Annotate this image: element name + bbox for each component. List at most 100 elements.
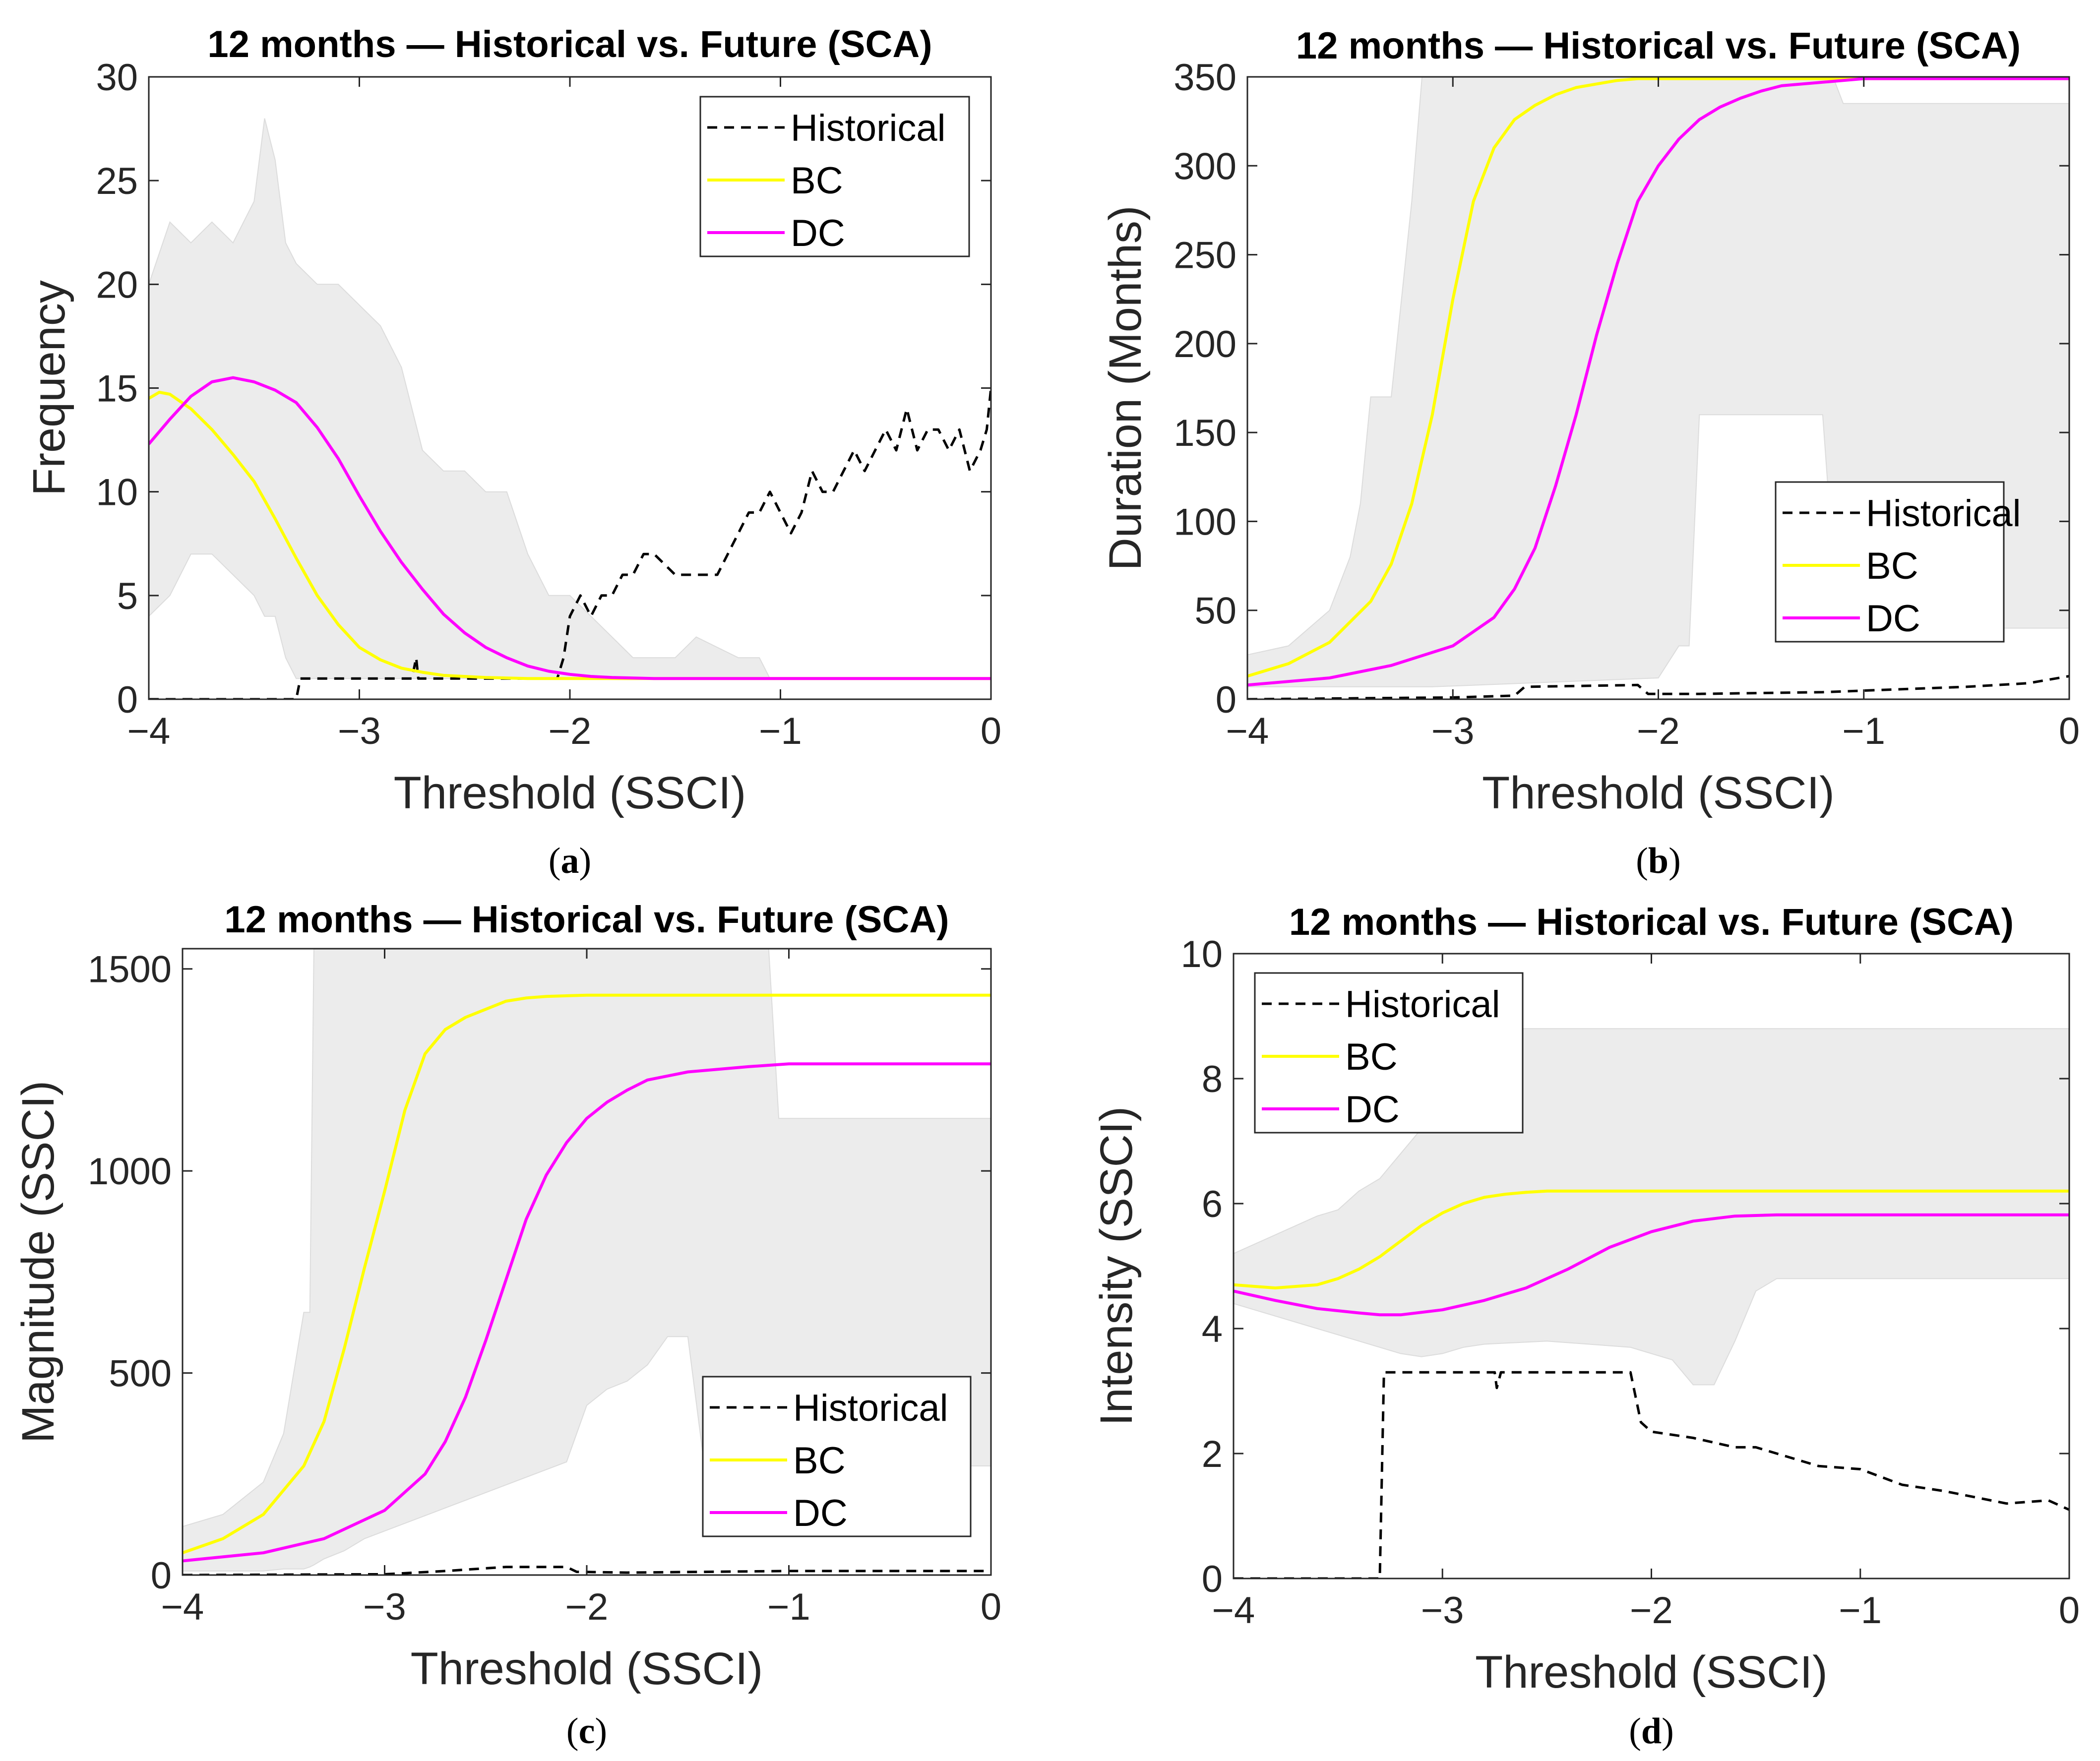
y-axis-label: Duration (Months) xyxy=(1100,205,1151,570)
panel-caption: (c) xyxy=(566,1711,607,1752)
y-tick-label: 10 xyxy=(1180,933,1223,975)
caption-letter: a xyxy=(561,841,579,881)
y-tick-label: 300 xyxy=(1174,145,1236,187)
panel-caption: (b) xyxy=(1636,841,1680,881)
y-tick-label: 100 xyxy=(1174,501,1236,543)
x-tick-label: −4 xyxy=(1212,1589,1255,1632)
legend: Historical BC DC xyxy=(699,96,970,257)
panel-d: −4 −3 −2 −1 0 0 2 4 6 8 10 12 months — Historical v… xyxy=(1091,901,2080,1752)
y-tick-label: 0 xyxy=(151,1555,172,1597)
caption-letter: d xyxy=(1641,1711,1662,1752)
x-tick-label: −1 xyxy=(1839,1589,1882,1632)
x-tick-label: −4 xyxy=(127,710,171,752)
legend: Historical BC DC xyxy=(702,1376,972,1537)
chart-title: 12 months — Historical vs. Future (SCA) xyxy=(207,23,932,65)
x-tick-label: −1 xyxy=(1842,710,1885,752)
series-line-bc xyxy=(1234,1189,2069,1290)
x-axis-label: Threshold (SSCI) xyxy=(1482,768,1835,818)
caption-letter: b xyxy=(1648,841,1668,881)
legend-label-bc: BC xyxy=(791,160,843,202)
x-tick-label: −2 xyxy=(1637,710,1680,752)
x-tick-label: 0 xyxy=(981,1586,1001,1628)
y-tick-label: 1000 xyxy=(88,1151,172,1193)
x-axis-label: Threshold (SSCI) xyxy=(394,768,746,818)
chart-title: 12 months — Historical vs. Future (SCA) xyxy=(1296,25,2021,67)
x-tick-label: −2 xyxy=(549,710,592,752)
legend-label-historical: Historical xyxy=(1866,492,2021,535)
caption-close: ) xyxy=(1668,841,1681,881)
series-line-bc xyxy=(149,390,991,680)
series-line-historical xyxy=(183,1566,991,1575)
x-axis-label: Threshold (SSCI) xyxy=(411,1643,763,1694)
legend: Historical BC DC xyxy=(1254,972,1524,1134)
y-tick-label: 30 xyxy=(96,57,138,99)
y-tick-label: 15 xyxy=(96,368,138,410)
caption-letter: c xyxy=(579,1711,595,1752)
legend-box xyxy=(699,96,970,257)
legend-box xyxy=(1254,972,1524,1134)
caption-open: ( xyxy=(566,1711,579,1752)
legend-label-historical: Historical xyxy=(791,107,946,149)
x-tick-label: −3 xyxy=(1431,710,1475,752)
y-tick-label: 10 xyxy=(96,472,138,514)
y-tick-label: 6 xyxy=(1202,1183,1223,1225)
y-axis-label: Magnitude (SSCI) xyxy=(13,1081,63,1443)
panel-b: −4 −3 −2 −1 0 0 50 100 150 200 250 300 350 12 months … xyxy=(1100,25,2080,881)
y-tick-label: 20 xyxy=(96,264,138,306)
y-tick-label: 50 xyxy=(1194,590,1236,632)
series-line-historical xyxy=(1234,1371,2069,1579)
caption-open: ( xyxy=(1629,1711,1641,1752)
series-line-dc xyxy=(149,376,991,680)
series-line-dc xyxy=(183,1062,991,1563)
x-tick-label: −4 xyxy=(161,1586,204,1628)
legend-label-historical: Historical xyxy=(793,1387,948,1429)
y-tick-label: 0 xyxy=(1216,679,1236,721)
series-line-bc xyxy=(183,993,991,1555)
x-tick-label: −3 xyxy=(363,1586,406,1628)
panel-a: −4 −3 −2 −1 0 0 5 10 15 20 25 30 12 months — Histori… xyxy=(24,23,1001,881)
y-tick-label: 5 xyxy=(117,575,138,617)
legend-label-bc: BC xyxy=(793,1440,846,1482)
caption-open: ( xyxy=(549,841,561,881)
caption-close: ) xyxy=(595,1711,607,1752)
legend-label-dc: DC xyxy=(1345,1089,1400,1131)
legend-label-bc: BC xyxy=(1866,545,1918,587)
y-tick-label: 150 xyxy=(1174,412,1236,454)
legend-label-dc: DC xyxy=(1866,598,1920,640)
x-tick-label: 0 xyxy=(2059,1589,2080,1632)
chart-title: 12 months — Historical vs. Future (SCA) xyxy=(224,899,949,941)
panel-caption: (d) xyxy=(1629,1711,1673,1752)
y-tick-label: 0 xyxy=(1202,1558,1223,1600)
x-tick-label: −2 xyxy=(1630,1589,1673,1632)
y-tick-label: 200 xyxy=(1174,323,1236,365)
legend-box xyxy=(1775,481,2005,643)
y-tick-label: 8 xyxy=(1202,1058,1223,1100)
x-tick-label: 0 xyxy=(2059,710,2080,752)
x-tick-label: 0 xyxy=(981,710,1001,752)
legend: Historical BC DC xyxy=(1775,481,2021,643)
y-tick-label: 250 xyxy=(1174,235,1236,277)
series-line-historical xyxy=(149,388,991,699)
legend-label-dc: DC xyxy=(793,1492,848,1534)
caption-close: ) xyxy=(1662,1711,1674,1752)
y-axis-label: Intensity (SSCI) xyxy=(1091,1106,1142,1426)
legend-label-dc: DC xyxy=(791,212,845,254)
panel-c: −4 −3 −2 −1 0 0 500 1000 1500 12 months — Histori… xyxy=(13,899,1001,1752)
panel-caption: (a) xyxy=(549,841,591,881)
x-axis-label: Threshold (SSCI) xyxy=(1475,1647,1828,1698)
x-tick-label: −4 xyxy=(1226,710,1269,752)
legend-label-historical: Historical xyxy=(1345,983,1500,1026)
legend-box xyxy=(702,1376,972,1537)
series-line-dc xyxy=(1234,1213,2069,1317)
y-tick-label: 25 xyxy=(96,160,138,202)
chart-title: 12 months — Historical vs. Future (SCA) xyxy=(1289,901,2014,943)
y-tick-label: 2 xyxy=(1202,1433,1223,1475)
series-line-dc xyxy=(1247,77,2069,687)
y-axis-label: Frequency xyxy=(24,280,74,496)
y-tick-label: 0 xyxy=(117,679,138,721)
y-tick-label: 350 xyxy=(1174,57,1236,99)
y-tick-label: 1500 xyxy=(88,949,172,991)
x-tick-label: −3 xyxy=(1421,1589,1464,1632)
y-tick-label: 500 xyxy=(109,1353,172,1395)
